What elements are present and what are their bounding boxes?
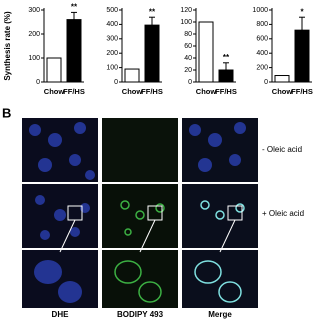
x-tick-label: Chow: [196, 87, 217, 96]
merged-cells: [194, 200, 245, 303]
y-tick-label: 60: [184, 43, 192, 50]
image: [102, 118, 178, 182]
y-tick-label: 80: [184, 31, 192, 38]
panel-label: B: [2, 105, 11, 120]
bar: [124, 68, 140, 83]
bar: [294, 29, 310, 83]
image: [22, 250, 98, 308]
y-tick-label: 0: [114, 79, 118, 86]
bar: [198, 21, 214, 83]
significance: **: [223, 53, 230, 62]
x-tick-label: Chow: [122, 87, 143, 96]
significance: **: [71, 3, 78, 12]
y-tick-label: 500: [106, 7, 118, 14]
bar: [274, 75, 290, 83]
y-tick-label: 200: [28, 31, 40, 38]
row-label: - Oleic acid: [262, 145, 302, 154]
y-tick-label: 0: [36, 79, 40, 86]
micrographs: [22, 118, 258, 308]
y-tick-label: 120: [180, 7, 192, 14]
x-tick-label: Chow: [44, 87, 65, 96]
y-tick-label: 600: [256, 36, 268, 43]
y-tick-label: 100: [106, 64, 118, 71]
significance: *: [300, 7, 304, 16]
y-tick-label: 0: [264, 79, 268, 86]
y-tick-label: 300: [106, 36, 118, 43]
image: [102, 184, 178, 248]
significance: **: [149, 7, 156, 16]
bar: [66, 19, 82, 83]
row-label: + Oleic acid: [262, 209, 304, 218]
column-label: BODIPY 493: [117, 310, 164, 319]
x-tick-label: FF/HS: [291, 87, 313, 96]
bar: [218, 69, 234, 83]
image: [102, 250, 178, 308]
x-tick-label: FF/HS: [215, 87, 237, 96]
y-axis-label: Synthesis rate (%): [3, 11, 12, 81]
x-tick-label: FF/HS: [63, 87, 85, 96]
y-tick-label: 20: [184, 67, 192, 74]
y-tick-label: 800: [256, 21, 268, 28]
y-tick-label: 400: [106, 21, 118, 28]
y-tick-label: 200: [106, 50, 118, 57]
y-tick-label: 40: [184, 55, 192, 62]
y-tick-label: 0: [188, 79, 192, 86]
y-tick-label: 100: [180, 19, 192, 26]
x-tick-label: FF/HS: [141, 87, 163, 96]
bar: [46, 57, 62, 83]
lipid-droplets: [114, 200, 165, 303]
zoom-boxes: [59, 205, 243, 253]
y-tick-label: 1000: [252, 7, 268, 14]
column-label: Merge: [208, 310, 232, 319]
image: [182, 184, 258, 248]
y-tick-label: 200: [256, 64, 268, 71]
image: [182, 250, 258, 308]
column-label: DHE: [52, 310, 70, 319]
x-tick-label: Chow: [272, 87, 293, 96]
y-tick-label: 300: [28, 7, 40, 14]
y-tick-label: 400: [256, 50, 268, 57]
y-tick-label: 100: [28, 55, 40, 62]
bar: [144, 24, 160, 83]
cells: [29, 122, 246, 303]
